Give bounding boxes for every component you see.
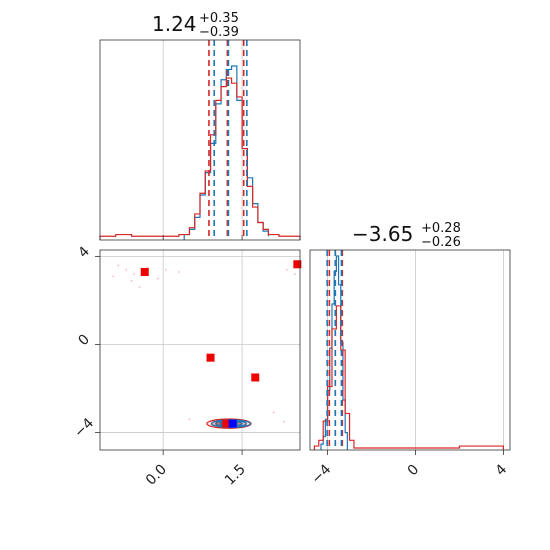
sample-point [125, 268, 128, 271]
sample-point [164, 268, 167, 271]
x-tick-label: −4 [309, 461, 335, 487]
red-square-marker [222, 419, 231, 428]
sample-point [293, 273, 296, 276]
x-tick-label: 4 [493, 461, 511, 479]
red-square-marker [293, 260, 302, 269]
histogram-red-series [99, 77, 301, 240]
histogram-param-2: −4 0 4 [309, 249, 511, 487]
title-1-median: 1.24 [152, 12, 197, 36]
y-tick-label: −4 [71, 415, 97, 441]
x-tick-label: 0.0 [143, 462, 170, 489]
title-param-2: −3.65 +0.28 −0.26 [352, 221, 461, 250]
red-square-marker [140, 267, 149, 276]
sample-point [272, 411, 275, 414]
sample-point [130, 279, 133, 282]
red-square-marker [206, 353, 215, 362]
blue-square-marker [228, 419, 237, 428]
sample-point [138, 286, 141, 289]
title-1-plus: +0.35 [199, 11, 239, 26]
sample-point [178, 271, 180, 273]
sample-point [117, 264, 120, 267]
histogram-2-frame [309, 249, 511, 451]
scatter-contour-panel: 0.0 1.5 −4 0 4 [71, 243, 302, 489]
x-tick-label: 1.5 [222, 462, 249, 489]
y-tick-label: 4 [75, 243, 93, 261]
red-square-marker [251, 373, 260, 382]
sample-point [283, 420, 286, 423]
title-2-plus: +0.28 [421, 221, 461, 236]
sample-point [133, 273, 136, 276]
sample-point [156, 277, 159, 280]
x-tick-label: 0 [405, 462, 423, 480]
title-2-minus: −0.26 [421, 235, 461, 250]
sample-point [112, 275, 115, 278]
y-tick-label: 0 [75, 331, 93, 349]
histogram-1-frame [99, 39, 301, 241]
scatter-frame [99, 249, 301, 451]
title-param-1: 1.24 +0.35 −0.39 [152, 11, 239, 40]
title-2-median: −3.65 [352, 222, 413, 246]
title-1-minus: −0.39 [199, 25, 239, 40]
sample-point [285, 268, 288, 271]
sample-point [188, 418, 191, 421]
histogram-param-1 [99, 39, 301, 241]
histogram-blue-series [183, 65, 270, 240]
